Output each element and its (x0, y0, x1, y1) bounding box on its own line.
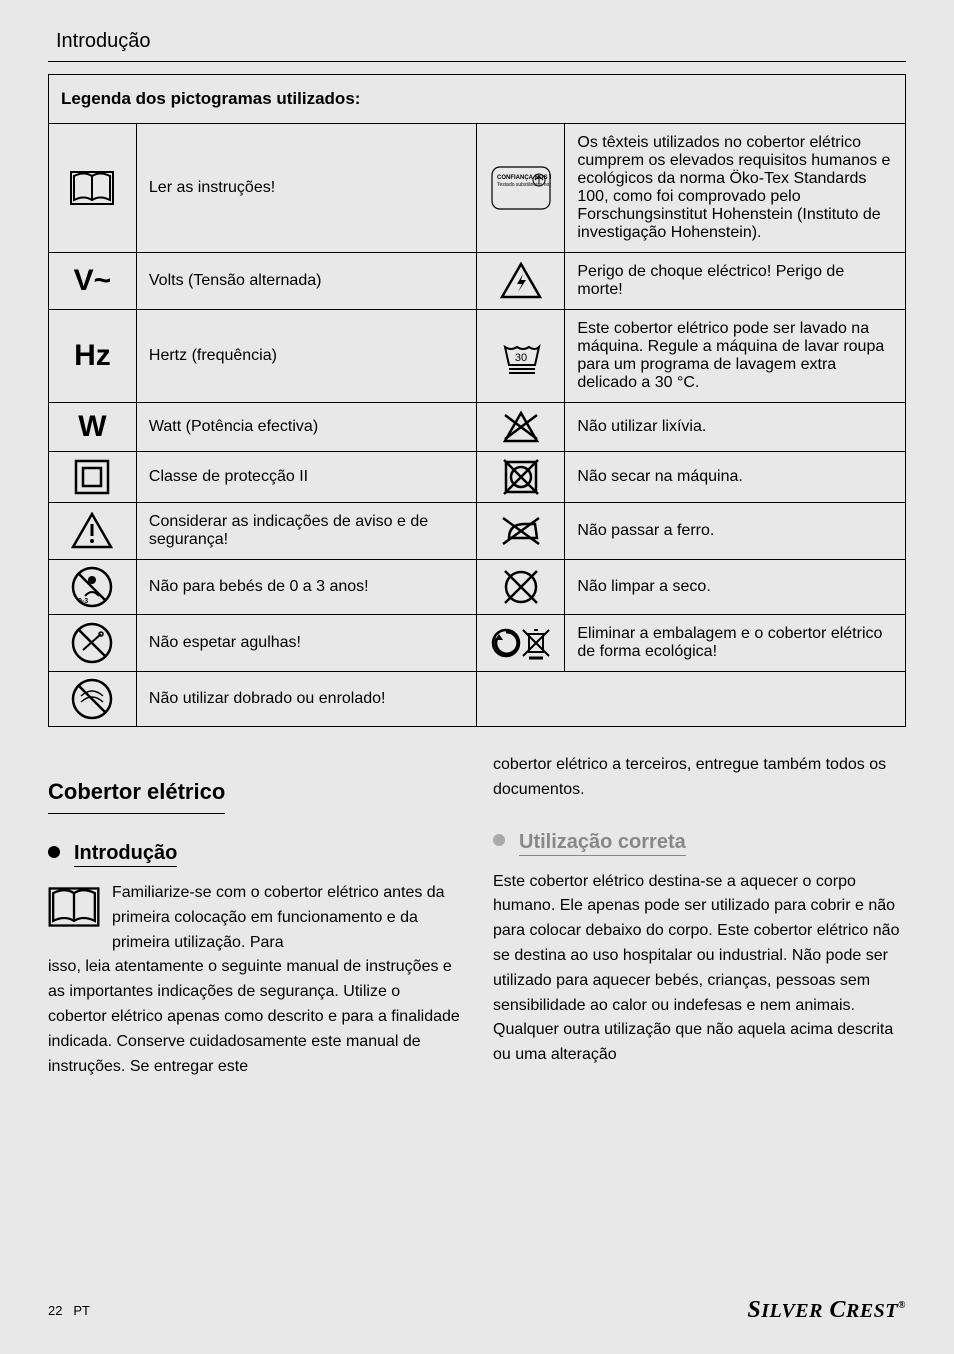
legend-right-4: Não secar na máquina. (565, 452, 906, 503)
page-header: Introdução (48, 30, 906, 53)
warning-icon (49, 503, 137, 560)
intro-text-first: Familiarize-se com o cobertor elétrico a… (112, 881, 461, 955)
no-tumble-dry-icon (477, 452, 565, 503)
no-fold-icon (49, 672, 137, 727)
legend-left-8: Não utilizar dobrado ou enrolado! (136, 672, 477, 727)
no-iron-icon (477, 503, 565, 560)
legend-right-0: Os têxteis utilizados no cobertor elétri… (565, 124, 906, 253)
read-instructions-inline-icon (48, 885, 100, 938)
intro-text-rest: isso, leia atentamente o seguinte manual… (48, 955, 461, 1079)
page-lang: PT (73, 1303, 90, 1318)
recycle-dispose-icon (477, 615, 565, 672)
bullet-icon (48, 846, 60, 858)
legend-left-6: Não para bebés de 0 a 3 anos! (136, 560, 477, 615)
volts-icon: V~ (49, 253, 137, 310)
brand-logo: SILVER CREST® (747, 1297, 906, 1324)
page-footer: 22 PT SILVER CREST® (48, 1297, 906, 1324)
right-continuation: cobertor elétrico a terceiros, entregue … (493, 753, 906, 803)
oekotex-icon: CONFIANÇA NOS TÊXTEIS Testado substância… (477, 124, 565, 253)
legend-left-5: Considerar as indicações de aviso e de s… (136, 503, 477, 560)
legend-left-0: Ler as instruções! (136, 124, 477, 253)
page-number: 22 (48, 1303, 62, 1318)
legend-right-1: Perigo de choque eléctrico! Perigo de mo… (565, 253, 906, 310)
read-instructions-icon (49, 124, 137, 253)
intro-section-title: Introdução (48, 838, 461, 869)
legend-left-7: Não espetar agulhas! (136, 615, 477, 672)
legend-right-5: Não passar a ferro. (565, 503, 906, 560)
hertz-icon: Hz (49, 310, 137, 403)
shock-warning-icon (477, 253, 565, 310)
legend-left-2: Hertz (frequência) (136, 310, 477, 403)
svg-text:30: 30 (515, 352, 527, 364)
no-dry-clean-icon (477, 560, 565, 615)
svg-text:0-3: 0-3 (78, 598, 88, 605)
legend-table: Legenda dos pictogramas utilizados: Ler … (48, 74, 906, 727)
no-babies-icon: 0-3 (49, 560, 137, 615)
header-rule (48, 61, 906, 62)
watt-icon: W (49, 403, 137, 452)
main-title: Cobertor elétrico (48, 775, 225, 814)
legend-right-7: Eliminar a embalagem e o cobertor elétri… (565, 615, 906, 672)
legend-right-3: Não utilizar lixívia. (565, 403, 906, 452)
legend-left-3: Watt (Potência efectiva) (136, 403, 477, 452)
legend-title: Legenda dos pictogramas utilizados: (49, 75, 906, 124)
wash-30-icon: 30 (477, 310, 565, 403)
no-bleach-icon (477, 403, 565, 452)
no-needles-icon (49, 615, 137, 672)
legend-left-1: Volts (Tensão alternada) (136, 253, 477, 310)
protection-class-ii-icon (49, 452, 137, 503)
legend-right-2: Este cobertor elétrico pode ser lavado n… (565, 310, 906, 403)
usage-section-title: Utilização correta (493, 827, 906, 858)
legend-left-4: Classe de protecção II (136, 452, 477, 503)
usage-text: Este cobertor elétrico destina-se a aque… (493, 870, 906, 1068)
legend-right-6: Não limpar a seco. (565, 560, 906, 615)
bullet-icon-grey (493, 834, 505, 846)
